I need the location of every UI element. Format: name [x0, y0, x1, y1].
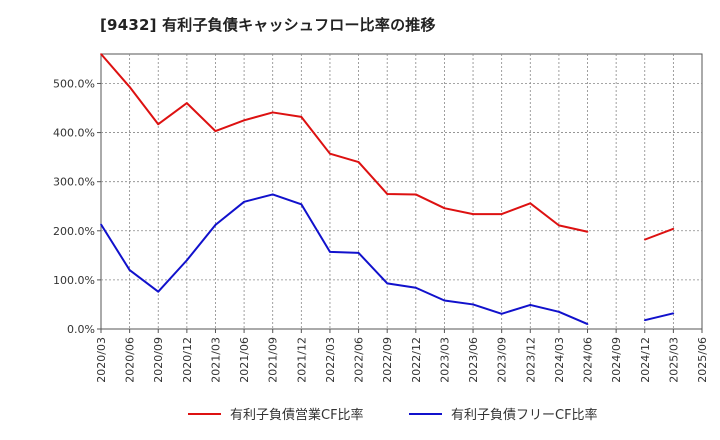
x-tick-label: 2025/06 — [696, 337, 709, 383]
x-tick-label: 2023/03 — [438, 337, 451, 383]
data-point-2 — [586, 323, 589, 325]
x-tick-label: 2024/09 — [610, 337, 623, 383]
y-tick-label: 500.0% — [53, 77, 95, 90]
data-point-2 — [415, 286, 417, 289]
data-point-1 — [443, 207, 446, 209]
y-tick-label: 100.0% — [53, 274, 95, 287]
data-point-2 — [357, 252, 360, 254]
series-line-1 — [100, 53, 588, 233]
data-point-1 — [529, 202, 532, 205]
y-tick-label: 400.0% — [53, 127, 95, 140]
x-tick-label: 2021/09 — [267, 337, 280, 383]
data-point-2 — [329, 251, 331, 253]
data-point-2 — [472, 303, 474, 306]
data-point-2 — [672, 312, 675, 315]
x-tick-label: 2024/03 — [553, 337, 566, 383]
x-tick-label: 2023/12 — [524, 337, 537, 383]
data-point-2 — [300, 203, 303, 206]
series-line-2 — [644, 312, 674, 322]
data-point-2 — [271, 193, 274, 196]
x-tick-label: 2022/09 — [381, 337, 394, 383]
legend-label-2: 有利子負債フリーCF比率 — [451, 407, 598, 423]
data-point-1 — [472, 213, 474, 215]
data-point-1 — [357, 161, 360, 163]
data-point-1 — [672, 228, 675, 230]
x-tick-label: 2022/06 — [353, 337, 366, 383]
data-point-2 — [100, 223, 102, 226]
x-tick-label: 2021/06 — [238, 337, 251, 383]
data-point-2 — [157, 290, 160, 293]
x-tick-label: 2022/03 — [324, 337, 337, 383]
data-point-1 — [415, 193, 417, 196]
data-point-2 — [443, 299, 446, 302]
x-tick-label: 2021/12 — [295, 337, 308, 383]
x-tick-label: 2022/12 — [410, 337, 423, 383]
data-point-1 — [214, 130, 217, 132]
data-point-2 — [558, 311, 560, 313]
plot-area — [100, 53, 703, 330]
x-tick-label: 2020/09 — [152, 337, 165, 383]
x-tick-label: 2021/03 — [209, 337, 222, 383]
chart-title: [9432] 有利子負債キャッシュフロー比率の推移 — [100, 16, 436, 34]
data-point-1 — [128, 86, 131, 88]
data-point-2 — [643, 319, 646, 321]
x-tick-label: 2025/03 — [667, 337, 680, 383]
data-point-2 — [186, 259, 188, 262]
data-point-1 — [157, 123, 160, 126]
data-point-1 — [643, 238, 646, 241]
data-point-1 — [500, 213, 503, 215]
data-point-1 — [586, 230, 589, 233]
data-point-1 — [186, 102, 188, 104]
data-point-1 — [300, 116, 303, 118]
data-point-1 — [243, 119, 245, 122]
y-tick-label: 200.0% — [53, 225, 95, 238]
y-tick-label: 0.0% — [67, 323, 95, 336]
series-line-1 — [644, 227, 674, 241]
y-tick-label: 300.0% — [53, 176, 95, 189]
x-tick-label: 2020/06 — [124, 337, 137, 383]
data-point-1 — [329, 152, 331, 155]
data-point-2 — [128, 269, 131, 271]
data-point-1 — [100, 53, 102, 55]
series-line-2 — [100, 193, 588, 326]
data-point-1 — [271, 111, 274, 114]
data-point-2 — [529, 304, 532, 306]
data-point-1 — [386, 193, 388, 195]
data-point-2 — [500, 312, 503, 315]
x-tick-label: 2020/03 — [95, 337, 108, 383]
data-point-2 — [386, 282, 388, 285]
x-tick-label: 2023/09 — [496, 337, 509, 383]
legend-label-1: 有利子負債営業CF比率 — [230, 407, 364, 423]
x-tick-label: 2023/06 — [467, 337, 480, 383]
data-point-2 — [243, 201, 245, 203]
x-tick-label: 2020/12 — [181, 337, 194, 383]
data-point-1 — [558, 224, 560, 227]
x-tick-label: 2024/06 — [582, 337, 595, 383]
x-tick-label: 2024/12 — [639, 337, 652, 383]
data-point-2 — [214, 224, 217, 226]
